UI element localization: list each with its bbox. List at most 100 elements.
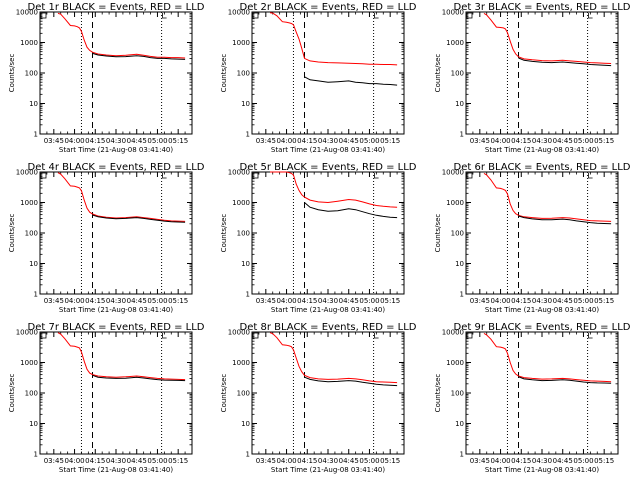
corner-marker bbox=[40, 332, 47, 339]
corner-marker bbox=[466, 332, 473, 339]
x-tick-label: 04:30 bbox=[532, 137, 552, 145]
y-tick-label: 10 bbox=[241, 100, 250, 108]
x-axis-label: Start Time (21-Aug-08 03:41:40) bbox=[485, 146, 599, 154]
x-tick-label: 04:30 bbox=[106, 137, 126, 145]
x-tick-label: 05:00 bbox=[573, 297, 593, 305]
y-tick-label: 1000 bbox=[20, 39, 38, 47]
panel-title: Det 6r BLACK = Events, RED = LLD bbox=[454, 162, 631, 173]
y-tick-label: 10 bbox=[455, 260, 464, 268]
panel-title: Det 3r BLACK = Events, RED = LLD bbox=[454, 2, 631, 13]
y-tick-label: 10 bbox=[241, 420, 250, 428]
series-line-red bbox=[483, 12, 612, 64]
y-tick-label: 1 bbox=[34, 451, 38, 459]
panel-title: Det 4r BLACK = Events, RED = LLD bbox=[28, 162, 205, 173]
series-line-black bbox=[518, 215, 612, 225]
series-line-black bbox=[304, 376, 398, 387]
series-line-black bbox=[304, 76, 398, 86]
y-tick-label: 10 bbox=[29, 100, 38, 108]
series-line-red bbox=[57, 12, 186, 59]
x-axis-label: Start Time (21-Aug-08 03:41:40) bbox=[59, 466, 173, 474]
x-tick-label: 04:15 bbox=[297, 137, 317, 145]
x-tick-label: 05:00 bbox=[147, 137, 167, 145]
x-tick-label: 05:15 bbox=[380, 297, 400, 305]
x-tick-label: 03:45 bbox=[256, 457, 276, 465]
y-axis-label: Counts/sec bbox=[8, 54, 16, 93]
panel-4: Det 4r BLACK = Events, RED = LLD 1 10 100 10… bbox=[8, 162, 205, 314]
x-axis-label: Start Time (21-Aug-08 03:41:40) bbox=[485, 306, 599, 314]
series-line-red bbox=[483, 172, 612, 222]
y-tick-label: 100 bbox=[451, 390, 464, 398]
plot-frame bbox=[39, 171, 193, 295]
x-tick-label: 04:15 bbox=[511, 137, 531, 145]
panel-3: Det 3r BLACK = Events, RED = LLD 1 10 100 10… bbox=[434, 2, 631, 154]
y-tick-label: 10 bbox=[455, 100, 464, 108]
y-tick-label: 1 bbox=[246, 291, 250, 299]
corner-marker bbox=[162, 333, 167, 339]
y-axis-label: Counts/sec bbox=[434, 374, 442, 413]
panel-6: Det 6r BLACK = Events, RED = LLD 1 10 100 10… bbox=[434, 162, 631, 314]
corner-marker bbox=[162, 13, 167, 19]
x-tick-label: 04:45 bbox=[127, 137, 147, 145]
y-tick-label: 10000 bbox=[228, 329, 250, 337]
y-tick-label: 100 bbox=[451, 70, 464, 78]
y-tick-label: 1000 bbox=[232, 359, 250, 367]
panel-title: Det 2r BLACK = Events, RED = LLD bbox=[240, 2, 417, 13]
x-tick-label: 04:30 bbox=[532, 297, 552, 305]
y-tick-label: 10000 bbox=[16, 9, 38, 17]
x-tick-label: 05:00 bbox=[147, 297, 167, 305]
x-tick-label: 03:45 bbox=[470, 297, 490, 305]
y-tick-label: 1000 bbox=[446, 359, 464, 367]
y-tick-label: 1000 bbox=[232, 39, 250, 47]
y-tick-label: 10 bbox=[29, 260, 38, 268]
x-tick-label: 05:15 bbox=[380, 137, 400, 145]
x-tick-label: 03:45 bbox=[44, 457, 64, 465]
x-tick-label: 04:45 bbox=[553, 297, 573, 305]
corner-marker bbox=[466, 12, 473, 19]
x-tick-label: 04:45 bbox=[553, 137, 573, 145]
corner-marker bbox=[252, 12, 259, 19]
x-tick-label: 04:00 bbox=[490, 297, 510, 305]
x-tick-label: 04:45 bbox=[339, 297, 359, 305]
y-tick-label: 100 bbox=[237, 230, 250, 238]
y-tick-label: 10000 bbox=[442, 329, 464, 337]
x-tick-label: 04:15 bbox=[297, 297, 317, 305]
x-tick-label: 05:15 bbox=[594, 137, 614, 145]
x-tick-label: 05:00 bbox=[147, 457, 167, 465]
corner-marker bbox=[40, 172, 47, 179]
y-tick-label: 10000 bbox=[442, 169, 464, 177]
panel-5: Det 5r BLACK = Events, RED = LLD 1 10 100 10… bbox=[220, 162, 417, 314]
x-tick-label: 04:45 bbox=[553, 457, 573, 465]
y-tick-label: 1 bbox=[460, 291, 464, 299]
series-line-black bbox=[92, 214, 186, 223]
series-line-red bbox=[270, 171, 398, 208]
x-tick-label: 04:00 bbox=[64, 457, 84, 465]
x-axis-label: Start Time (21-Aug-08 03:41:40) bbox=[271, 306, 385, 314]
x-tick-label: 04:30 bbox=[318, 137, 338, 145]
panel-title: Det 1r BLACK = Events, RED = LLD bbox=[28, 2, 205, 13]
y-tick-label: 100 bbox=[237, 70, 250, 78]
x-tick-label: 04:45 bbox=[127, 297, 147, 305]
x-tick-label: 05:00 bbox=[359, 297, 379, 305]
y-tick-label: 1000 bbox=[20, 199, 38, 207]
x-tick-label: 05:15 bbox=[594, 457, 614, 465]
x-tick-label: 05:15 bbox=[594, 297, 614, 305]
series-line-black bbox=[518, 57, 612, 67]
y-tick-label: 100 bbox=[25, 230, 38, 238]
plot-frame bbox=[465, 331, 619, 455]
y-axis-label: Counts/sec bbox=[434, 214, 442, 253]
y-tick-label: 10 bbox=[455, 420, 464, 428]
x-tick-label: 04:15 bbox=[85, 297, 105, 305]
x-tick-label: 05:15 bbox=[380, 457, 400, 465]
y-tick-label: 10 bbox=[29, 420, 38, 428]
panel-title: Det 8r BLACK = Events, RED = LLD bbox=[240, 322, 417, 333]
panel-title: Det 7r BLACK = Events, RED = LLD bbox=[28, 322, 205, 333]
series-line-black bbox=[518, 376, 612, 384]
series-line-black bbox=[92, 52, 186, 60]
y-axis-label: Counts/sec bbox=[220, 54, 228, 93]
x-tick-label: 04:00 bbox=[276, 457, 296, 465]
y-tick-label: 10000 bbox=[442, 9, 464, 17]
y-tick-label: 1 bbox=[246, 451, 250, 459]
x-tick-label: 05:00 bbox=[359, 457, 379, 465]
x-tick-label: 04:30 bbox=[106, 457, 126, 465]
plot-frame bbox=[251, 331, 405, 455]
